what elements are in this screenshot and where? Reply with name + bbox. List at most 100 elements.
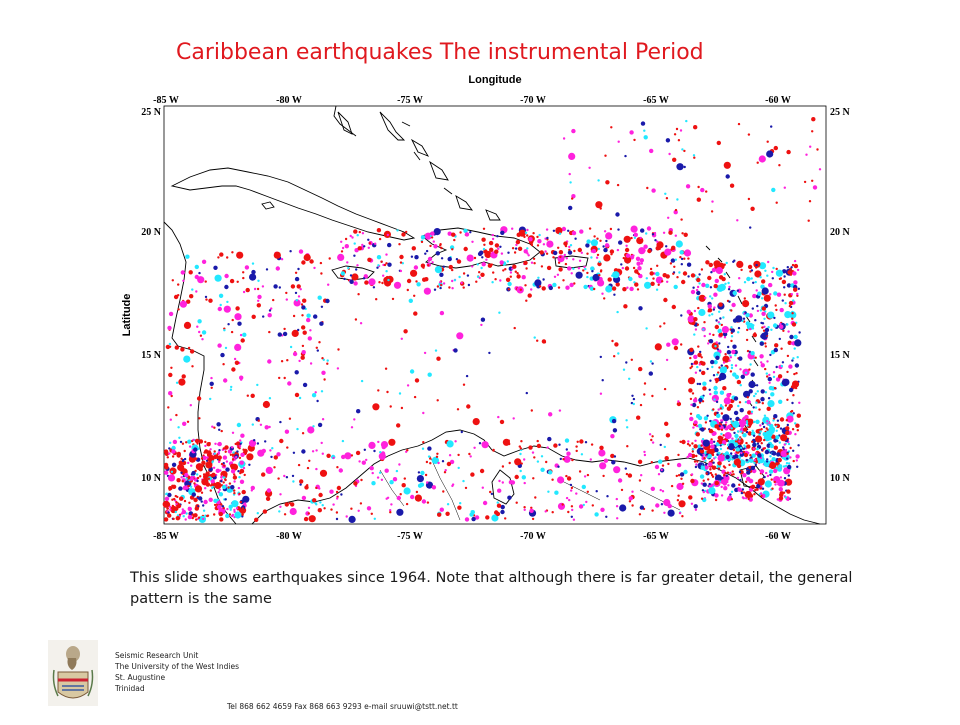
- earthquake-marker: [767, 397, 771, 400]
- earthquake-marker: [776, 419, 780, 422]
- earthquake-marker: [674, 258, 677, 261]
- earthquake-marker: [213, 450, 216, 453]
- earthquake-marker: [744, 371, 748, 374]
- earthquake-marker: [357, 293, 360, 296]
- earthquake-marker: [212, 458, 215, 461]
- earthquake-marker: [453, 238, 456, 242]
- earthquake-marker: [786, 323, 789, 326]
- earthquake-marker: [507, 281, 512, 287]
- earthquake-marker: [406, 384, 410, 387]
- earthquake-marker: [204, 440, 207, 444]
- earthquake-marker: [625, 244, 628, 247]
- earthquake-marker: [371, 471, 374, 475]
- earthquake-marker: [785, 430, 790, 436]
- earthquake-marker: [603, 230, 607, 233]
- earthquake-marker: [626, 426, 629, 429]
- earthquake-marker: [773, 291, 778, 296]
- earthquake-marker: [575, 445, 578, 448]
- earthquake-marker: [530, 506, 533, 509]
- earthquake-marker: [410, 494, 415, 500]
- earthquake-marker: [406, 449, 409, 452]
- earthquake-marker: [709, 468, 712, 471]
- earthquake-marker: [737, 331, 740, 334]
- earthquake-marker: [533, 336, 536, 339]
- earthquake-marker: [317, 422, 323, 428]
- earthquake-marker: [679, 472, 685, 477]
- earthquake-marker: [688, 444, 691, 447]
- earthquake-marker: [380, 260, 383, 263]
- earthquake-marker: [163, 462, 169, 468]
- earthquake-marker: [758, 433, 761, 436]
- earthquake-marker: [709, 471, 713, 475]
- earthquake-marker: [764, 269, 767, 272]
- earthquake-marker: [448, 264, 453, 270]
- earthquake-marker: [442, 282, 446, 285]
- earthquake-marker: [767, 260, 770, 264]
- earthquake-marker: [499, 245, 502, 248]
- earthquake-marker: [169, 441, 172, 444]
- earthquake-marker: [432, 240, 435, 243]
- earthquake-marker: [759, 424, 762, 427]
- earthquake-marker: [457, 466, 460, 470]
- earthquake-marker: [458, 275, 461, 279]
- earthquake-marker: [396, 423, 401, 428]
- earthquake-marker: [786, 415, 794, 423]
- earthquake-marker: [224, 346, 228, 350]
- earthquake-marker: [297, 267, 300, 271]
- earthquake-marker: [195, 457, 198, 460]
- earthquake-marker: [675, 474, 678, 478]
- earthquake-marker: [359, 502, 363, 505]
- earthquake-marker: [351, 273, 359, 281]
- earthquake-marker: [268, 425, 271, 429]
- earthquake-marker: [277, 332, 282, 337]
- earthquake-marker: [466, 274, 470, 277]
- earthquake-marker: [563, 455, 571, 463]
- earthquake-marker: [224, 478, 227, 482]
- earthquake-marker: [693, 398, 698, 403]
- earthquake-marker: [279, 493, 282, 496]
- earthquake-marker: [750, 351, 755, 356]
- earthquake-marker: [755, 263, 758, 267]
- earthquake-marker: [633, 138, 636, 142]
- earthquake-marker: [697, 352, 702, 358]
- earthquake-marker: [289, 250, 292, 253]
- earthquake-marker: [724, 404, 728, 407]
- earthquake-marker: [784, 464, 788, 468]
- earthquake-marker: [809, 145, 812, 148]
- earthquake-marker: [498, 311, 501, 314]
- earthquake-marker: [754, 392, 757, 395]
- earthquake-marker: [775, 365, 778, 369]
- earthquake-marker: [495, 511, 501, 517]
- earthquake-marker: [481, 237, 486, 242]
- earthquake-marker: [726, 480, 729, 484]
- earthquake-marker: [440, 257, 444, 260]
- earthquake-marker: [374, 242, 377, 245]
- earthquake-marker: [766, 274, 769, 277]
- earthquake-marker: [718, 366, 721, 369]
- earthquake-marker: [511, 227, 514, 230]
- earthquake-marker: [204, 487, 207, 490]
- earthquake-marker: [240, 433, 245, 438]
- earthquake-marker: [749, 226, 752, 229]
- bottom-tick-label: -75 W: [397, 531, 423, 542]
- earthquake-marker: [178, 460, 183, 465]
- earthquake-marker: [615, 505, 619, 508]
- earthquake-marker: [728, 285, 731, 289]
- earthquake-marker: [691, 450, 694, 453]
- earthquake-marker: [768, 282, 773, 288]
- earthquake-marker: [737, 487, 742, 492]
- earthquake-marker: [705, 190, 708, 193]
- earthquake-marker: [605, 232, 613, 240]
- earthquake-marker: [580, 453, 584, 456]
- earthquake-marker: [630, 225, 638, 233]
- earthquake-marker: [312, 425, 315, 428]
- earthquake-marker: [416, 282, 421, 287]
- earthquake-marker: [774, 304, 777, 307]
- earthquake-marker: [236, 251, 244, 259]
- earthquake-marker: [763, 438, 766, 442]
- earthquake-marker: [475, 280, 478, 283]
- earthquake-marker: [476, 275, 480, 278]
- earthquake-marker: [695, 454, 698, 458]
- earthquake-marker: [624, 467, 627, 470]
- earthquake-marker: [300, 355, 305, 360]
